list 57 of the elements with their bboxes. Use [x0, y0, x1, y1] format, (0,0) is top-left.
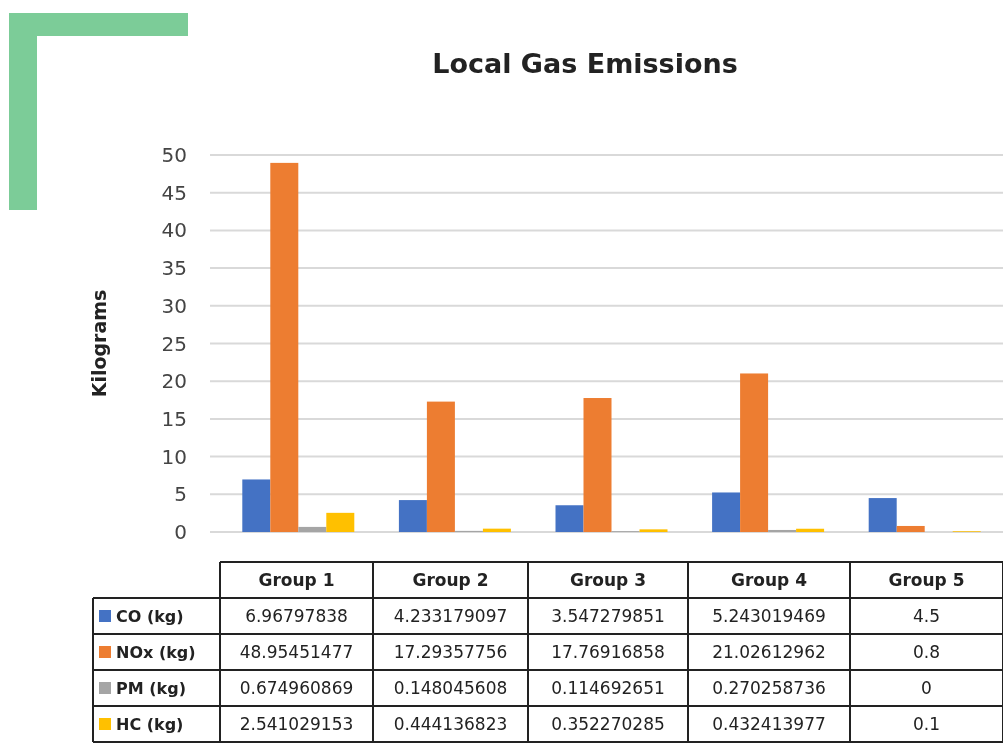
- bar: [270, 162, 299, 532]
- bar: [398, 500, 427, 532]
- data-label: 0.674960869: [239, 677, 354, 698]
- bar: [896, 525, 925, 532]
- data-label: 3.547279851: [551, 605, 665, 626]
- data-label: 0.8: [912, 641, 941, 662]
- x-tick-label: Group 2: [412, 569, 489, 590]
- data-label: 0.444136823: [393, 713, 508, 734]
- y-tick-label: 35: [161, 256, 187, 281]
- y-tick-label: 40: [161, 218, 187, 243]
- legend-label: HC (kg): [116, 714, 184, 734]
- bar: [242, 479, 271, 532]
- legend-label: CO (kg): [116, 606, 184, 626]
- x-tick-label: Group 1: [258, 569, 335, 590]
- y-tick-label: 0: [174, 520, 187, 544]
- bar: [326, 512, 355, 532]
- data-label: 21.02612962: [712, 641, 826, 662]
- data-label: 2.541029153: [239, 713, 354, 734]
- data-label: 0.1: [912, 713, 941, 734]
- legend-label: PM (kg): [116, 678, 186, 698]
- bar: [426, 401, 455, 532]
- data-label: 0.114692651: [551, 677, 665, 698]
- y-tick-label: 10: [161, 444, 187, 469]
- x-tick-label: Group 4: [730, 569, 808, 590]
- legend-label: NOx (kg): [116, 642, 196, 662]
- bar: [712, 492, 741, 532]
- bar: [868, 498, 897, 532]
- y-tick-label: 45: [161, 180, 187, 205]
- bar: [768, 529, 797, 532]
- x-tick-label: Group 3: [569, 569, 647, 590]
- data-label: 0: [921, 677, 932, 698]
- data-label: 6.96797838: [245, 605, 348, 626]
- y-axis-title: Kilograms: [88, 289, 110, 398]
- x-tick-label: Group 5: [888, 569, 965, 590]
- bar: [583, 398, 612, 532]
- data-label: 0.270258736: [712, 677, 826, 698]
- data-label: 0.352270285: [551, 713, 665, 734]
- data-label: 5.243019469: [712, 605, 826, 626]
- data-label: 48.95451477: [239, 641, 354, 662]
- y-tick-label: 20: [161, 369, 187, 394]
- y-tick-label: 30: [161, 293, 187, 318]
- y-tick-label: 5: [174, 482, 187, 507]
- data-label: 4.5: [912, 605, 941, 626]
- y-tick-label: 15: [161, 406, 187, 431]
- data-label: 17.76916858: [551, 641, 665, 662]
- bar: [639, 529, 668, 532]
- data-label: 4.233179097: [393, 605, 508, 626]
- data-label: 17.29357756: [393, 641, 508, 662]
- bar: [555, 505, 584, 532]
- data-label: 0.148045608: [393, 677, 508, 698]
- y-tick-label: 25: [161, 331, 187, 356]
- y-tick-label: 50: [161, 143, 187, 167]
- chart-title: Local Gas Emissions: [432, 48, 738, 79]
- data-label: 0.432413977: [712, 713, 826, 734]
- bar: [796, 528, 825, 532]
- bar: [740, 373, 769, 532]
- bar: [298, 526, 327, 532]
